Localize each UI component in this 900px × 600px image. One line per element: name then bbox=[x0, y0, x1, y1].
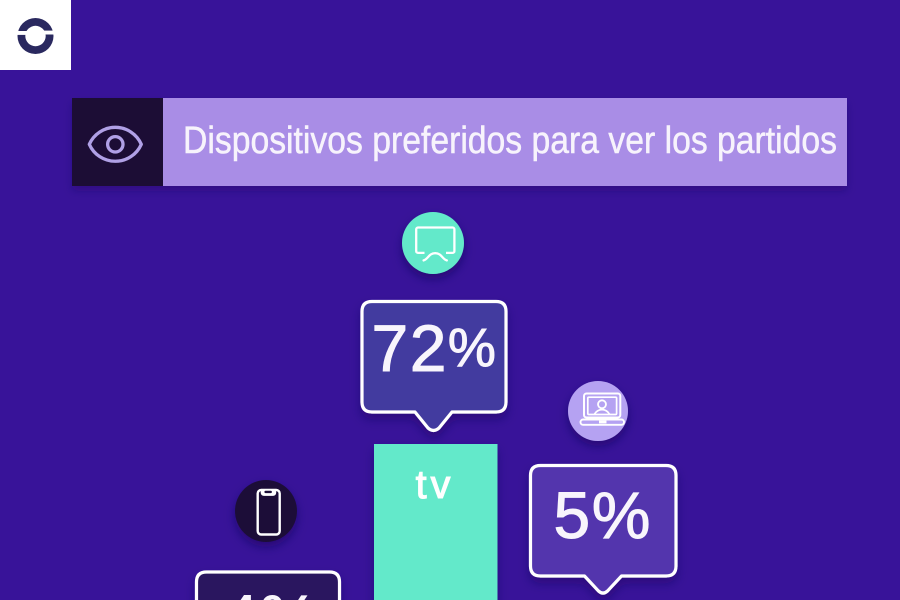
svg-text:5%: 5% bbox=[554, 478, 652, 552]
svg-text:tv: tv bbox=[416, 463, 455, 507]
svg-text:Dispositivos preferidos para v: Dispositivos preferidos para ver los par… bbox=[183, 120, 837, 162]
svg-text:4%: 4% bbox=[222, 581, 319, 600]
svg-text:72%: 72% bbox=[372, 311, 498, 385]
